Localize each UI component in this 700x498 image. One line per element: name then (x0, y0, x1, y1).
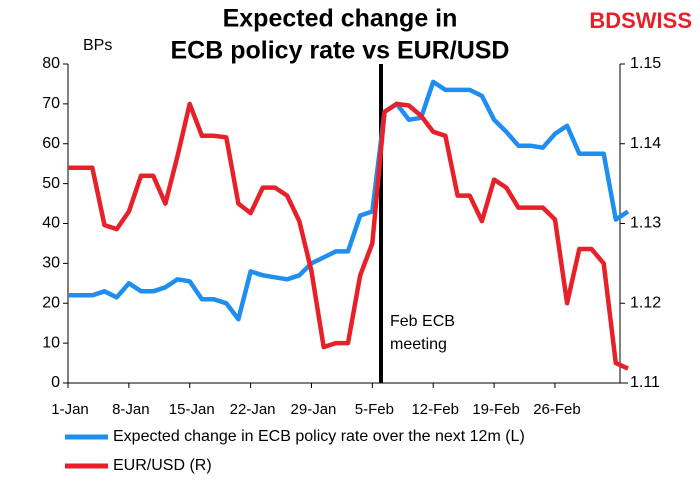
series-line (68, 79, 630, 322)
y2-tick-label: 1.12 (630, 294, 661, 311)
x-tick-label: 29-Jan (291, 401, 337, 418)
x-tick-label: 22-Jan (230, 401, 276, 418)
x-tick-label: 8-Jan (112, 401, 150, 418)
chart-title: ECB policy rate vs EUR/USD (171, 37, 510, 65)
y-tick-label: 70 (42, 95, 60, 112)
y-tick-label: 60 (42, 135, 60, 152)
y2-tick-label: 1.15 (630, 55, 661, 72)
y-tick-label: 80 (42, 55, 60, 72)
annotation: meeting (390, 336, 447, 353)
y2-tick-label: 1.11 (630, 374, 660, 391)
y-tick-label: 50 (42, 175, 60, 192)
logo: BDSWISS (589, 8, 692, 33)
x-tick-label: 1-Jan (51, 401, 89, 418)
chart-title: Expected change in (223, 5, 458, 33)
x-tick-label: 5-Feb (355, 401, 394, 418)
y2-tick-label: 1.13 (630, 215, 661, 232)
y-tick-label: 30 (42, 255, 60, 272)
y-tick-label: 40 (42, 215, 60, 232)
legend-label: Expected change in ECB policy rate over … (113, 428, 525, 445)
series-line (68, 101, 629, 371)
y2-tick-label: 1.14 (630, 135, 661, 152)
x-tick-label: 15-Jan (169, 401, 215, 418)
y-axis-label: BPs (83, 37, 112, 54)
y-tick-label: 0 (51, 374, 60, 391)
x-tick-label: 19-Feb (472, 401, 520, 418)
y-tick-label: 10 (42, 334, 60, 351)
x-tick-label: 26-Feb (533, 401, 581, 418)
y-tick-label: 20 (42, 294, 60, 311)
legend-label: EUR/USD (R) (113, 457, 212, 474)
x-tick-label: 12-Feb (411, 401, 459, 418)
annotation: Feb ECB (390, 313, 455, 330)
